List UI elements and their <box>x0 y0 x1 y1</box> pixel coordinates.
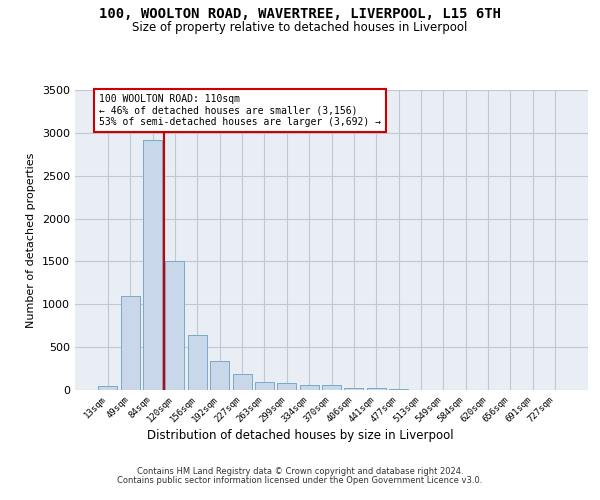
Bar <box>188 335 207 390</box>
Text: 100, WOOLTON ROAD, WAVERTREE, LIVERPOOL, L15 6TH: 100, WOOLTON ROAD, WAVERTREE, LIVERPOOL,… <box>99 8 501 22</box>
Text: Distribution of detached houses by size in Liverpool: Distribution of detached houses by size … <box>146 428 454 442</box>
Bar <box>255 382 274 390</box>
Text: Contains HM Land Registry data © Crown copyright and database right 2024.: Contains HM Land Registry data © Crown c… <box>137 467 463 476</box>
Bar <box>121 296 140 390</box>
Bar <box>389 389 408 390</box>
Text: 100 WOOLTON ROAD: 110sqm
← 46% of detached houses are smaller (3,156)
53% of sem: 100 WOOLTON ROAD: 110sqm ← 46% of detach… <box>99 94 381 128</box>
Bar <box>98 386 118 390</box>
Bar <box>166 262 184 390</box>
Bar <box>299 385 319 390</box>
Text: Contains public sector information licensed under the Open Government Licence v3: Contains public sector information licen… <box>118 476 482 485</box>
Text: Size of property relative to detached houses in Liverpool: Size of property relative to detached ho… <box>133 21 467 34</box>
Bar <box>233 374 251 390</box>
Y-axis label: Number of detached properties: Number of detached properties <box>26 152 37 328</box>
Bar <box>210 361 229 390</box>
Bar <box>367 388 386 390</box>
Bar <box>322 386 341 390</box>
Bar <box>143 140 162 390</box>
Bar <box>277 382 296 390</box>
Bar <box>344 388 364 390</box>
